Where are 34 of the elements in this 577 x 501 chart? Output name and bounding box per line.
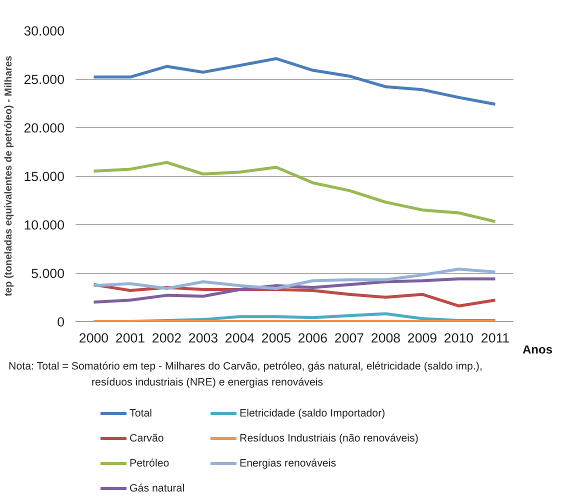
legend-label: Energias renováveis <box>240 458 336 470</box>
x-tick-label: 2010 <box>444 330 474 346</box>
x-tick-label: 2005 <box>261 330 292 346</box>
x-tick-label: 2008 <box>370 330 401 346</box>
line-series <box>92 160 497 224</box>
line-series <box>92 277 497 304</box>
x-tick-label: 2006 <box>298 330 328 346</box>
text: resíduos industriais (NRE) e energias renováveis <box>92 376 324 388</box>
x-tick-label: 2004 <box>224 330 256 346</box>
y-tick-label: 20.000 <box>24 120 64 136</box>
legend-label: Total <box>130 408 152 420</box>
x-tick-label: 2007 <box>334 330 364 346</box>
y-tick-label: 10.000 <box>24 218 64 232</box>
x-tick-label: 2003 <box>188 330 218 346</box>
x-tick-label: 2002 <box>152 330 182 346</box>
y-tick-label: 5.000 <box>31 266 65 281</box>
y-tick-label: 25.000 <box>24 72 64 87</box>
legend-label: Petróleo <box>130 458 170 470</box>
y-tick-label: 30.000 <box>24 24 64 38</box>
legend-label: Resíduos Industriais (não renováveis) <box>240 432 418 444</box>
x-tick-label: 2009 <box>407 330 438 346</box>
line-series <box>92 268 497 290</box>
x-tick-label: 2000 <box>78 330 109 346</box>
y-tick-label: 0 <box>57 314 65 330</box>
y-axis-title: tep (toneladas equivalentes de petróleo) - Milhares <box>4 55 15 296</box>
x-tick-label: 2001 <box>115 330 146 346</box>
legend-label: Gás natural <box>130 482 185 494</box>
x-axis-title: Anos <box>522 342 553 356</box>
x-tick-label: 2011 <box>480 330 510 346</box>
text: Nota: Total = Somatório em tep - Milhares do Carvão, petróleo, gás natural, elétricidade (saldo imp.), <box>8 360 482 372</box>
line-series <box>92 57 497 106</box>
legend-label: Carvão <box>130 432 164 444</box>
y-tick-label: 15.000 <box>24 169 64 184</box>
legend-label: Eletricidade (saldo Importador) <box>240 408 386 420</box>
